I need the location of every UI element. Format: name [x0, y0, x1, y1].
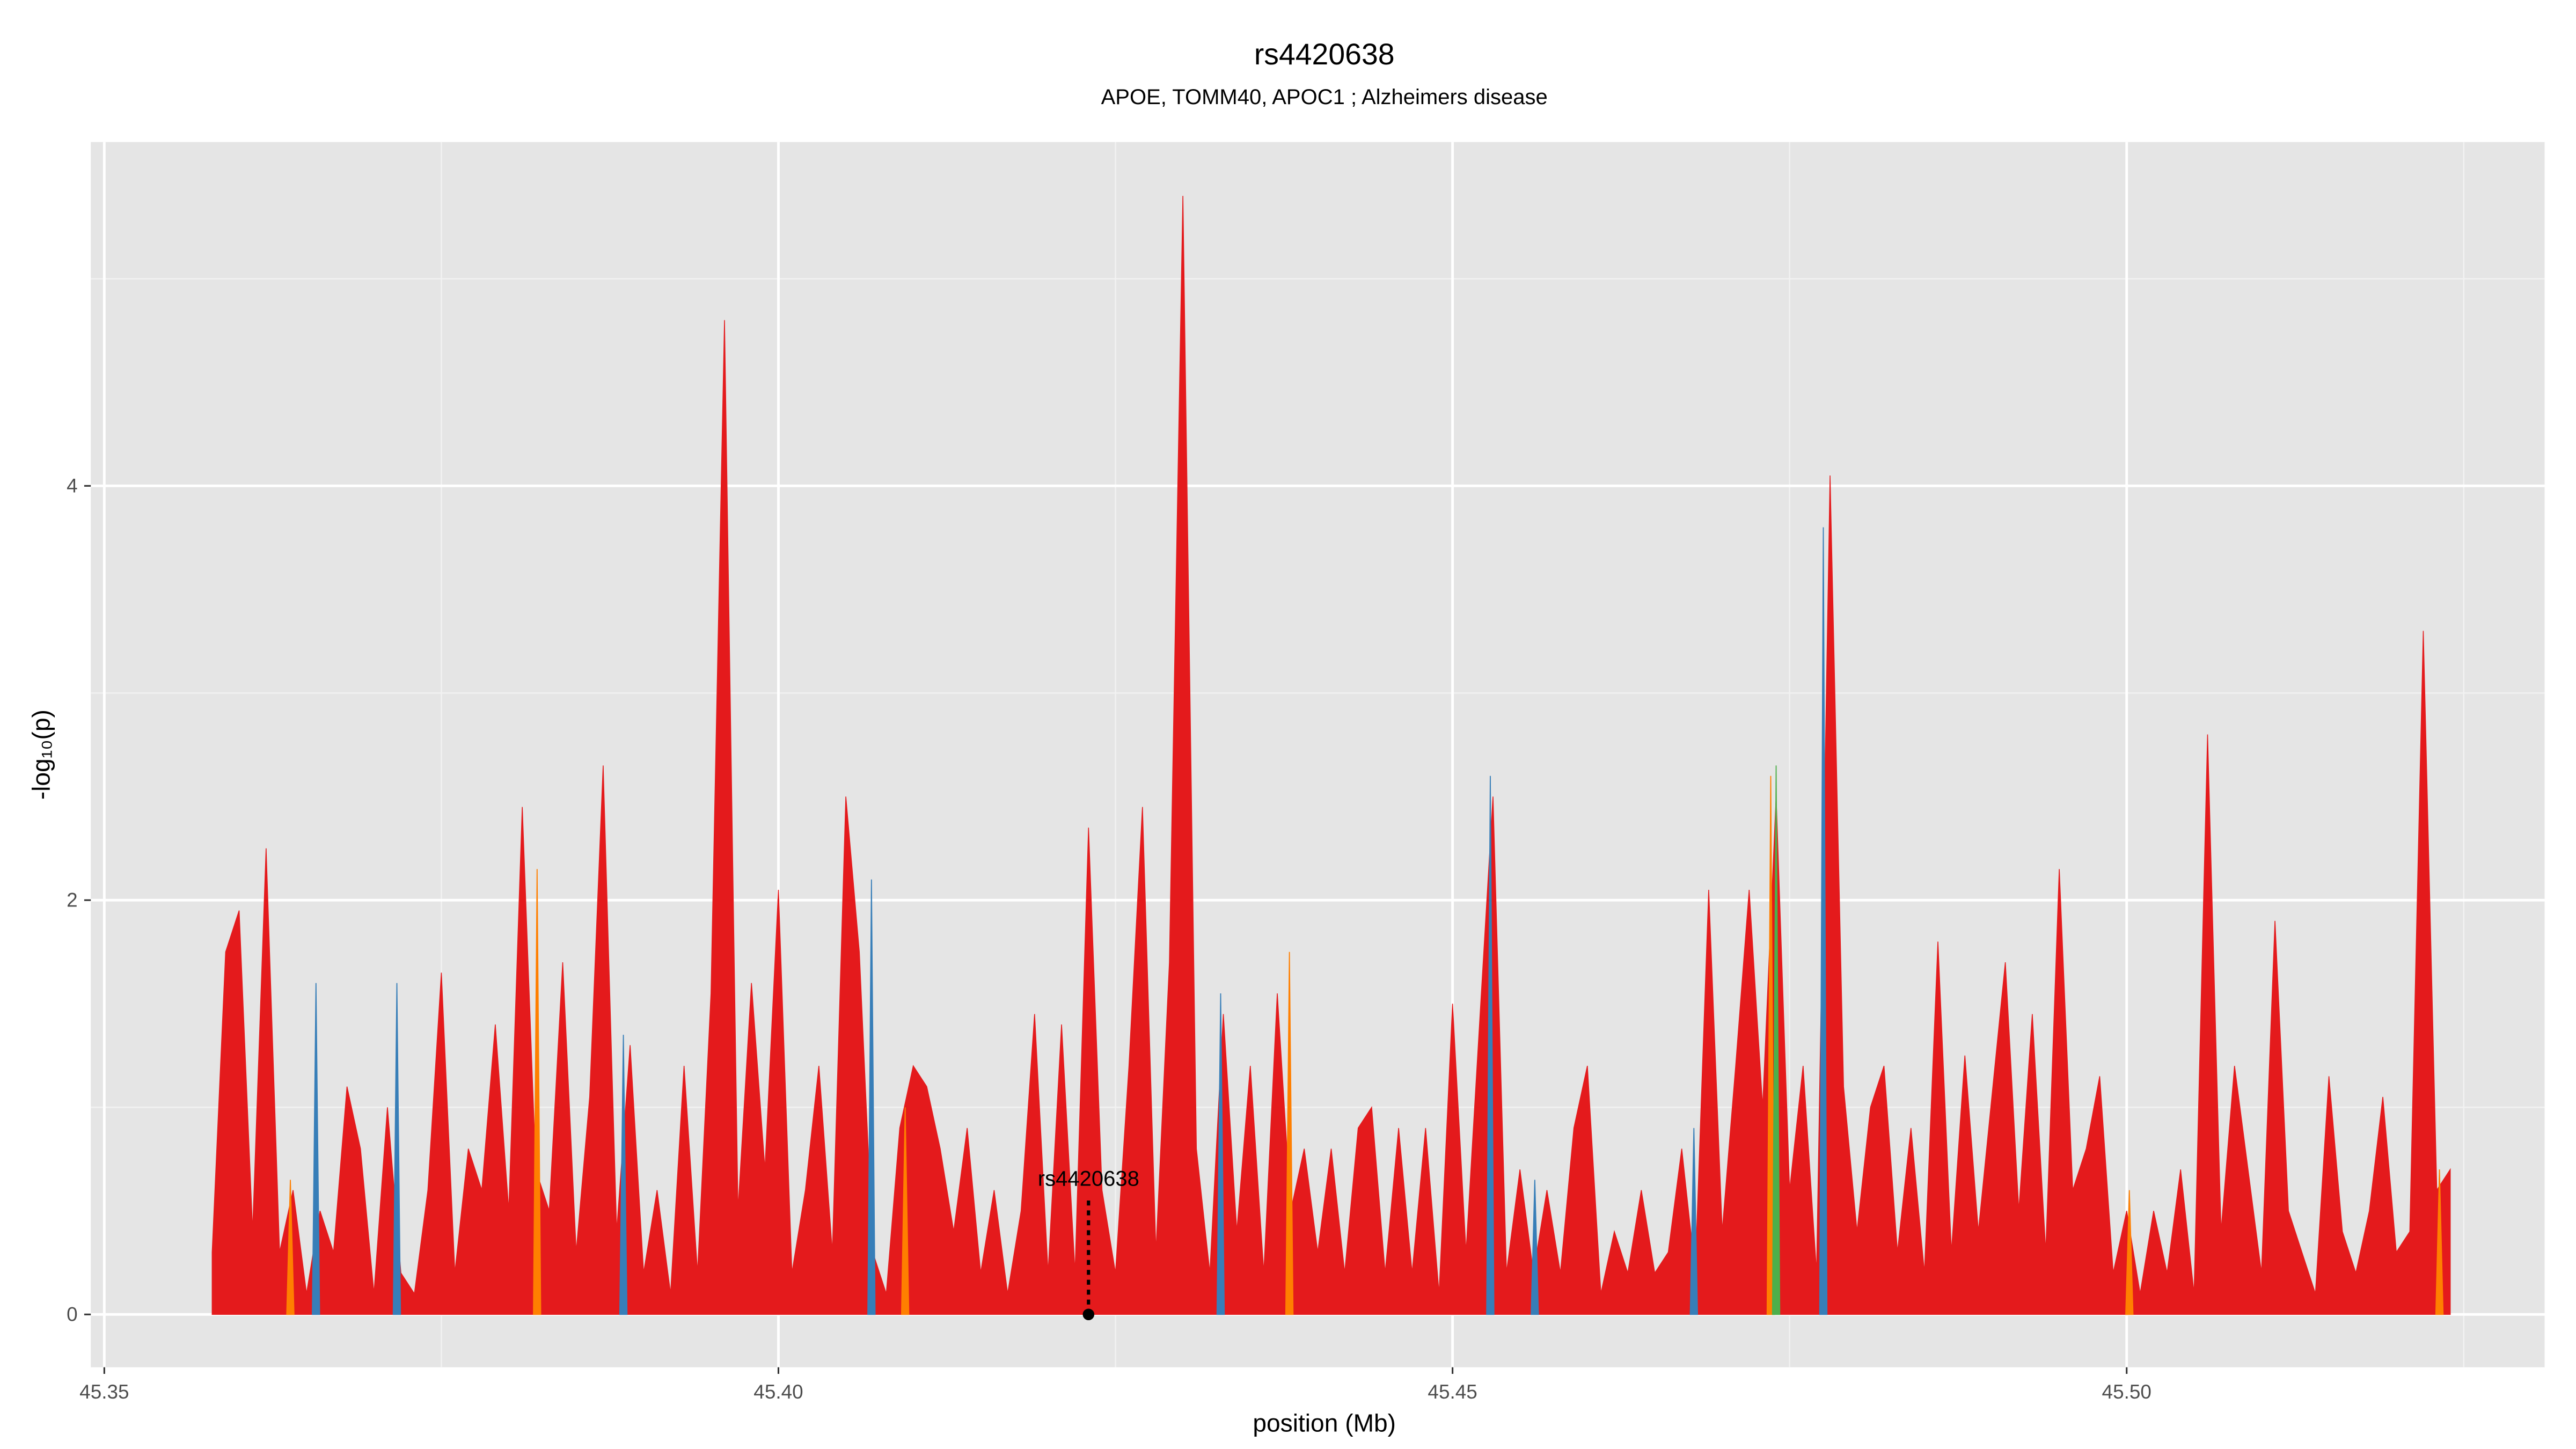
spike — [619, 1035, 628, 1315]
annotation-point — [1082, 1308, 1095, 1321]
x-tick-label: 45.45 — [1428, 1381, 1477, 1403]
spike — [533, 869, 541, 1315]
spike — [1285, 952, 1294, 1315]
y-tick-label: 4 — [67, 475, 78, 497]
panel — [91, 142, 2545, 1367]
x-axis-label: position (Mb) — [1253, 1409, 1396, 1437]
spike — [1216, 993, 1225, 1315]
spike — [1486, 775, 1495, 1315]
spike — [1819, 527, 1828, 1315]
plot-area: rs4420638 — [211, 195, 2451, 1321]
chart-subtitle: APOE, TOMM40, APOC1 ; Alzheimers disease — [1101, 85, 1548, 109]
annotation-label: rs4420638 — [1038, 1167, 1139, 1190]
spike — [867, 879, 876, 1315]
spike — [1531, 1180, 1539, 1315]
x-tick-label: 45.40 — [753, 1381, 803, 1403]
y-tick-label: 0 — [67, 1304, 78, 1326]
spike — [1772, 765, 1781, 1315]
spike — [1766, 775, 1775, 1315]
spike — [1689, 1128, 1699, 1315]
spike — [392, 983, 401, 1315]
spike — [901, 1107, 910, 1315]
x-tick-label: 45.35 — [79, 1381, 129, 1403]
chart-title: rs4420638 — [1254, 38, 1395, 71]
spike — [2435, 1169, 2444, 1315]
spike — [286, 1180, 295, 1315]
axes: 0 2 4 45.35 45.40 45.45 45.50 — [67, 475, 2151, 1403]
spike — [312, 983, 320, 1315]
x-tick-label: 45.50 — [2102, 1381, 2151, 1403]
y-tick-label: 2 — [67, 889, 78, 911]
area — [211, 195, 2451, 1315]
spike — [2125, 1190, 2134, 1315]
y-axis-label: -log₁₀(p) — [27, 709, 55, 800]
